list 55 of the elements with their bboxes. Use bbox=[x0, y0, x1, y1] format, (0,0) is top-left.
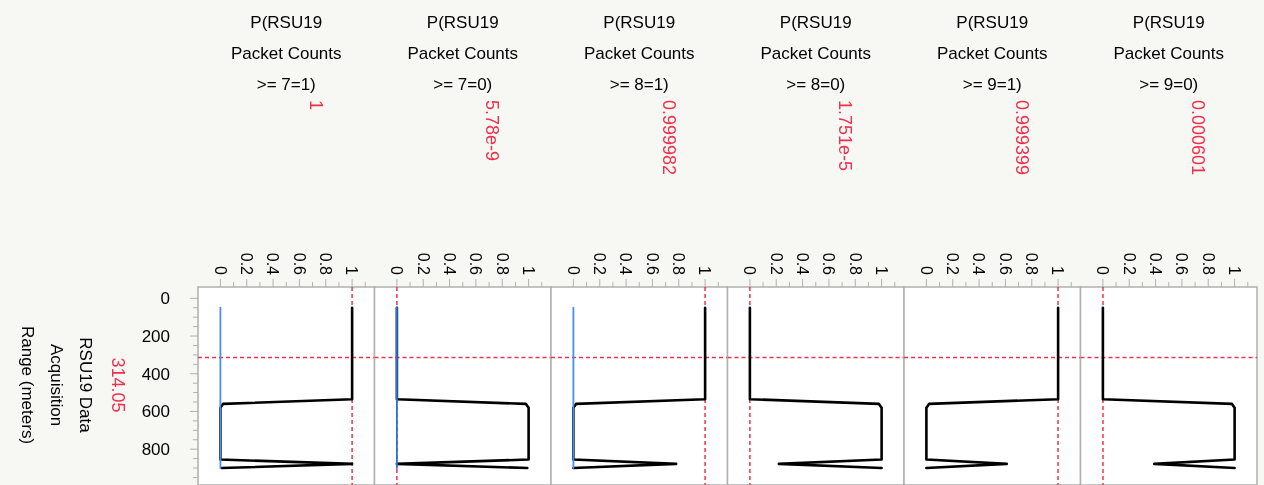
x-tick-label: 0.2 bbox=[591, 252, 609, 276]
x-tick-label: 0.6 bbox=[820, 252, 838, 276]
x-tick-label: 0.2 bbox=[767, 252, 785, 276]
ref-line-label: 5.78e-9 bbox=[482, 100, 503, 162]
x-axis-title: P(RSU19 Packet Counts >= 9=1) bbox=[936, 13, 1048, 94]
x-tick-label: 0.6 bbox=[1173, 252, 1191, 276]
ref-line-label: 0.999982 bbox=[658, 100, 679, 176]
y-tick-label: 800 bbox=[141, 440, 170, 460]
x-tick-label: 0.2 bbox=[414, 252, 432, 276]
y-axis-title: RSU19 Data Acquisition Range (meters) bbox=[18, 325, 96, 445]
x-tick-label: 0.8 bbox=[670, 252, 688, 276]
x-tick-label: 0.8 bbox=[846, 252, 864, 276]
x-tick-label: 0.4 bbox=[617, 252, 635, 276]
x-tick-label: 0 bbox=[388, 266, 406, 276]
x-tick-label: 0.8 bbox=[317, 252, 335, 276]
x-tick-label: 0.6 bbox=[643, 252, 661, 276]
x-tick-label: 0.8 bbox=[1199, 252, 1217, 276]
x-tick-label: 0.4 bbox=[970, 252, 988, 276]
x-axis-title: P(RSU19 Packet Counts >= 9=0) bbox=[1113, 13, 1225, 94]
x-tick-label: 1 bbox=[343, 266, 361, 276]
x-tick-label: 0.4 bbox=[440, 252, 458, 276]
x-axis-title: P(RSU19 Packet Counts >= 7=1) bbox=[230, 13, 342, 94]
x-tick-label: 0 bbox=[1094, 266, 1112, 276]
x-tick-label: 0.4 bbox=[793, 252, 811, 276]
ref-line-label: 1 bbox=[305, 100, 326, 111]
x-tick-label: 0.8 bbox=[1023, 252, 1041, 276]
x-tick-label: 0.4 bbox=[264, 252, 282, 276]
x-tick-label: 1 bbox=[1226, 266, 1244, 276]
x-tick-label: 0.4 bbox=[1146, 252, 1164, 276]
x-tick-label: 0 bbox=[917, 266, 935, 276]
y-tick-label: 0 bbox=[160, 289, 170, 309]
x-tick-label: 0.6 bbox=[290, 252, 308, 276]
x-tick-label: 1 bbox=[873, 266, 891, 276]
ref-line-label: 1.751e-5 bbox=[835, 100, 856, 172]
x-axis-title: P(RSU19 Packet Counts >= 7=0) bbox=[407, 13, 519, 94]
x-tick-label: 1 bbox=[1049, 266, 1067, 276]
ref-line-label: 0.000601 bbox=[1188, 100, 1209, 176]
x-tick-label: 0.2 bbox=[1120, 252, 1138, 276]
x-tick-label: 0.6 bbox=[467, 252, 485, 276]
ref-line-label: 0.999399 bbox=[1011, 100, 1032, 176]
x-tick-label: 1 bbox=[520, 266, 538, 276]
x-tick-label: 0.8 bbox=[493, 252, 511, 276]
x-axis-title: P(RSU19 Packet Counts >= 8=1) bbox=[583, 13, 695, 94]
x-tick-label: 0.2 bbox=[944, 252, 962, 276]
x-tick-label: 0.2 bbox=[238, 252, 256, 276]
y-tick-label: 200 bbox=[141, 326, 170, 346]
x-tick-label: 0 bbox=[564, 266, 582, 276]
x-tick-label: 1 bbox=[696, 266, 714, 276]
ref-line-label: 314.05 bbox=[107, 357, 128, 413]
y-tick-label: 600 bbox=[141, 402, 170, 422]
y-tick-label: 400 bbox=[141, 364, 170, 384]
x-tick-label: 0.6 bbox=[996, 252, 1014, 276]
x-axis-title: P(RSU19 Packet Counts >= 8=0) bbox=[760, 13, 872, 94]
x-tick-label: 0 bbox=[741, 266, 759, 276]
x-tick-label: 0 bbox=[211, 266, 229, 276]
